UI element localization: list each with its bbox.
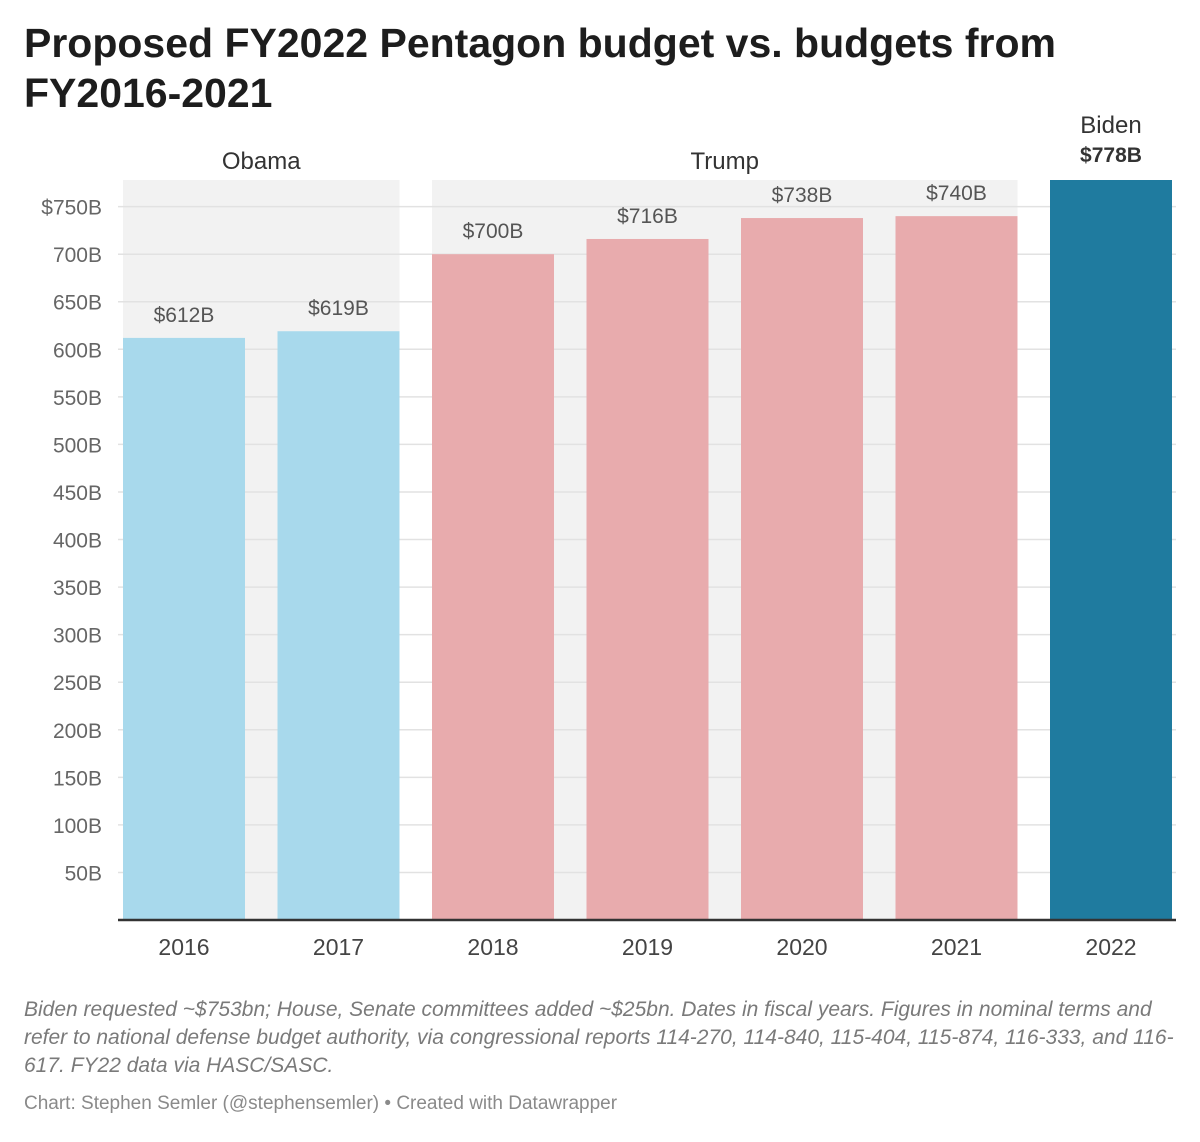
y-tick-label: 350B xyxy=(53,577,102,600)
bar-2021 xyxy=(895,216,1018,921)
x-tick-label: 2019 xyxy=(622,934,673,960)
chart-title: Proposed FY2022 Pentagon budget vs. budg… xyxy=(24,20,1056,116)
chart-credit: Chart: Stephen Semler (@stephensemler) •… xyxy=(24,1093,618,1114)
y-tick-label: 600B xyxy=(53,339,102,362)
bar-value-labels: $612B $619B $700B $716B $738B $740B $778B xyxy=(154,144,1142,327)
x-tick-label: 2016 xyxy=(158,934,209,960)
chart-notes: Biden requested ~$753bn; House, Senate c… xyxy=(24,998,1174,1077)
y-tick-label: 250B xyxy=(53,672,102,695)
group-label-biden: Biden xyxy=(1080,112,1141,139)
value-label-2018: $700B xyxy=(463,220,524,243)
x-axis-tick-labels: 2016 2017 2018 2019 2020 2021 2022 xyxy=(158,934,1136,960)
group-label-trump: Trump xyxy=(691,148,759,175)
x-tick-label: 2021 xyxy=(931,934,982,960)
y-tick-label: 300B xyxy=(53,625,102,648)
y-tick-label: 150B xyxy=(53,767,102,790)
bar-2017 xyxy=(277,331,400,920)
y-tick-label: 700B xyxy=(53,244,102,267)
value-label-2017: $619B xyxy=(308,297,369,320)
y-tick-label: 50B xyxy=(65,862,102,885)
y-tick-label: 500B xyxy=(53,434,102,457)
value-label-2019: $716B xyxy=(617,205,678,228)
bar-2022 xyxy=(1050,180,1172,920)
bar-2019 xyxy=(586,238,709,920)
x-tick-label: 2022 xyxy=(1085,934,1136,960)
value-label-2022: $778B xyxy=(1080,144,1142,167)
value-label-2016: $612B xyxy=(154,304,215,327)
value-label-2020: $738B xyxy=(772,184,833,207)
group-labels: Obama Trump Biden xyxy=(222,112,1142,175)
y-tick-label: 100B xyxy=(53,815,102,838)
y-tick-label: 400B xyxy=(53,530,102,553)
y-tick-label: 200B xyxy=(53,720,102,743)
x-tick-label: 2020 xyxy=(776,934,827,960)
bars xyxy=(123,180,1172,921)
bar-2016 xyxy=(123,337,245,920)
x-tick-label: 2018 xyxy=(467,934,518,960)
y-tick-label: $750B xyxy=(41,197,102,220)
y-axis-tick-labels: 50B 100B 150B 200B 250B 300B 350B 400B 450B 500B 5… xyxy=(41,197,102,886)
y-tick-label: 650B xyxy=(53,292,102,315)
group-label-obama: Obama xyxy=(222,148,301,175)
y-tick-label: 550B xyxy=(53,387,102,410)
value-label-2021: $740B xyxy=(926,182,987,205)
y-tick-label: 450B xyxy=(53,482,102,505)
group-bands xyxy=(123,180,1018,920)
bar-2018 xyxy=(432,254,554,920)
x-tick-label: 2017 xyxy=(313,934,364,960)
bar-2020 xyxy=(741,218,863,921)
